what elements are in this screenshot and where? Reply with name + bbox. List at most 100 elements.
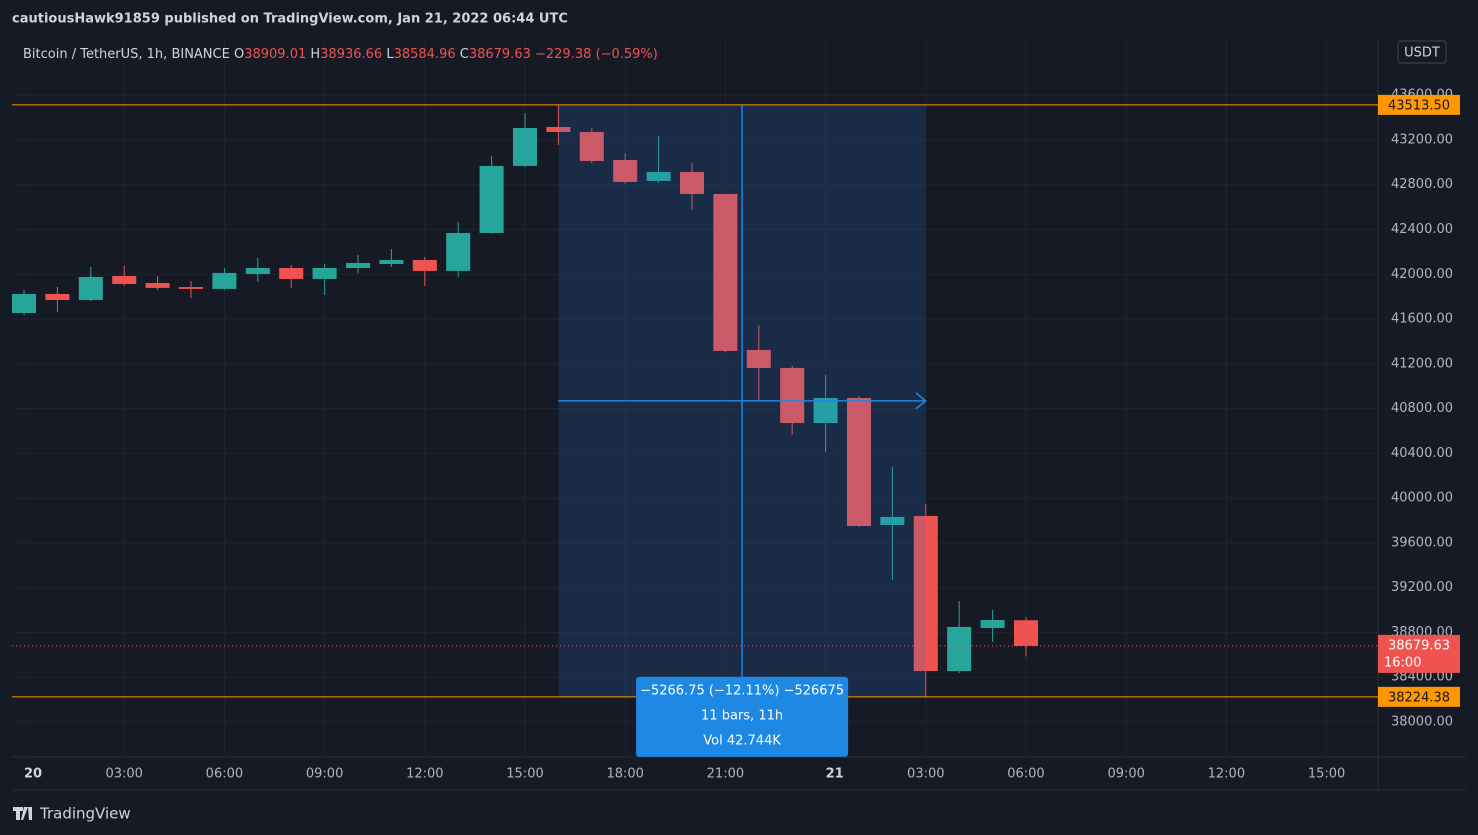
change: −229.38 (−0.59%) <box>535 47 658 62</box>
candle <box>546 104 571 145</box>
x-tick-label: 15:00 <box>506 767 543 782</box>
candle <box>78 266 103 302</box>
price-label-box <box>1378 94 1460 115</box>
y-tick-label: 42000.00 <box>1391 267 1453 282</box>
candle-body <box>178 287 204 289</box>
candle <box>245 257 270 282</box>
candle-body <box>512 127 538 166</box>
candle-body <box>479 165 504 233</box>
candle <box>279 264 304 288</box>
candle <box>646 135 671 183</box>
y-tick-label: 41600.00 <box>1391 312 1453 327</box>
y-tick-label: 40800.00 <box>1391 401 1453 416</box>
candle-body <box>312 268 337 279</box>
x-tick-label: 09:00 <box>1107 767 1144 782</box>
ohlc-value: 38679.63 <box>469 47 531 62</box>
x-tick-label: 12:00 <box>406 767 443 782</box>
ohlc-letter: H <box>310 47 320 62</box>
candle <box>880 467 905 580</box>
y-tick-label: 42800.00 <box>1391 177 1453 192</box>
y-tick-label: 43200.00 <box>1391 132 1453 147</box>
candle-body <box>1013 620 1039 646</box>
candle-body <box>279 268 304 279</box>
candle <box>679 163 705 210</box>
measure-text: 11 bars, 11h <box>701 708 783 723</box>
candle <box>145 275 170 290</box>
candle-body <box>12 293 37 313</box>
candle <box>212 268 237 290</box>
y-tick-label: 39600.00 <box>1391 535 1453 550</box>
candle-body <box>713 194 738 351</box>
ohlc-value: 38936.66 <box>320 47 382 62</box>
x-tick-label: 12:00 <box>1208 767 1245 782</box>
x-tick-label: 03:00 <box>907 767 944 782</box>
candle <box>312 263 337 295</box>
candle <box>813 375 838 453</box>
logo: TradingView <box>13 805 131 823</box>
candle-body <box>846 397 872 526</box>
y-tick-label: 39200.00 <box>1391 580 1453 595</box>
candle-body <box>345 262 371 269</box>
candle-body <box>646 171 671 181</box>
candle <box>446 222 471 277</box>
ohlc-value: 38584.96 <box>394 47 456 62</box>
last-price-box <box>1378 634 1460 673</box>
candle-body <box>746 349 771 368</box>
candle <box>178 280 204 298</box>
candle-body <box>245 268 270 274</box>
x-tick-label: 21 <box>826 767 844 782</box>
candle-body <box>579 132 604 162</box>
currency: USDT <box>1404 46 1440 61</box>
candle-body <box>679 171 705 195</box>
candle-body <box>813 397 838 424</box>
candle-body <box>145 283 170 288</box>
candle-body <box>212 272 237 289</box>
candle-body <box>379 259 404 264</box>
y-tick-label: 41200.00 <box>1391 356 1453 371</box>
y-tick-label: 38400.00 <box>1391 670 1453 685</box>
y-tick-label: 42400.00 <box>1391 222 1453 237</box>
candle-body <box>112 275 137 285</box>
candle-body <box>980 620 1005 628</box>
candle-body <box>446 232 471 271</box>
logo-icon <box>13 807 32 820</box>
x-tick-label: 21:00 <box>707 767 744 782</box>
last-price-label: 38679.63 <box>1388 638 1450 653</box>
x-tick-label: 03:00 <box>105 767 142 782</box>
y-tick-label: 38000.00 <box>1391 714 1453 729</box>
candle-body <box>613 159 638 182</box>
currency-box <box>1397 40 1447 64</box>
price-label: 38224.38 <box>1388 690 1450 705</box>
x-tick-label: 15:00 <box>1308 767 1345 782</box>
candle <box>45 286 70 312</box>
candle <box>613 152 638 184</box>
candle <box>746 324 771 400</box>
candle <box>345 255 371 273</box>
y-tick-label: 40000.00 <box>1391 491 1453 506</box>
candle <box>379 248 404 267</box>
candle <box>980 610 1005 642</box>
measure-arrow <box>915 392 927 410</box>
ohlc-letter: O <box>234 47 244 62</box>
candle <box>913 503 938 697</box>
measure-box <box>636 676 849 757</box>
x-tick-label: 09:00 <box>306 767 343 782</box>
candle <box>1013 617 1039 657</box>
countdown: 16:00 <box>1384 655 1421 670</box>
candle-body <box>880 516 905 525</box>
candle-body <box>780 367 805 424</box>
candle <box>412 256 437 287</box>
x-tick-label: 06:00 <box>206 767 243 782</box>
candle-body <box>45 293 70 301</box>
candle-body <box>913 515 938 672</box>
candle <box>579 127 604 164</box>
candle <box>112 265 137 287</box>
published-note: cautiousHawk91859 published on TradingVi… <box>12 12 568 27</box>
candle-body <box>412 259 437 271</box>
candle-body <box>546 126 571 133</box>
candle <box>512 112 538 167</box>
measure-text: Vol 42.744K <box>703 733 781 748</box>
ohlc-letter: L <box>386 47 394 62</box>
